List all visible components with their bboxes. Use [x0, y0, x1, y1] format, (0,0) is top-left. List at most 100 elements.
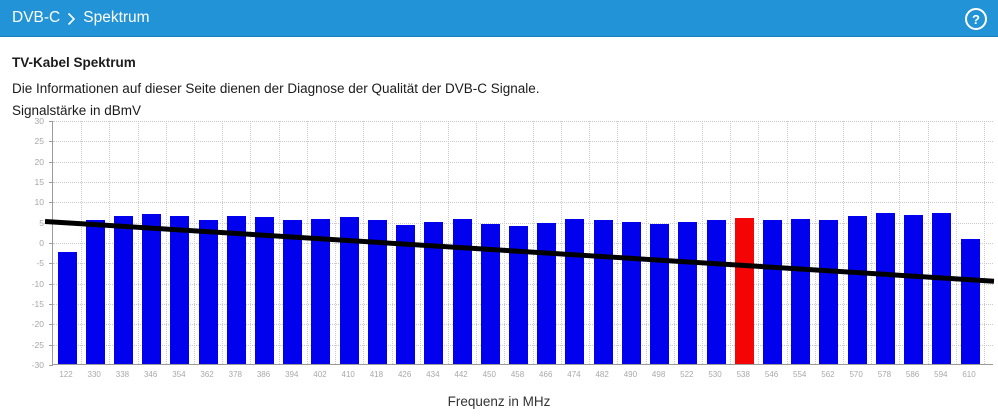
- spectrum-bar: [311, 218, 331, 364]
- y-tick-mark: [49, 283, 53, 285]
- header-bar: DVB-C Spektrum ?: [0, 0, 998, 37]
- x-tick-label: 578: [877, 370, 892, 379]
- spectrum-bar-highlighted: [734, 218, 754, 364]
- gridline-horizontal: [53, 161, 993, 163]
- gridline-vertical: [899, 121, 901, 364]
- gridline-vertical: [645, 121, 647, 364]
- y-tick-label: -20: [31, 319, 44, 330]
- gridline-vertical: [278, 121, 280, 364]
- x-tick-label: 426: [397, 370, 412, 379]
- gridline-horizontal: [53, 182, 993, 183]
- spectrum-bar: [283, 220, 303, 364]
- x-tick-label: 458: [510, 370, 525, 379]
- gridline-vertical: [589, 121, 591, 364]
- y-tick-label: -30: [31, 360, 44, 370]
- x-tick-label: 466: [539, 370, 553, 379]
- y-tick-label: 10: [34, 197, 44, 208]
- spectrum-bar: [57, 252, 77, 364]
- spectrum-bar: [678, 221, 698, 364]
- spectrum-bar: [480, 223, 500, 364]
- help-button[interactable]: ?: [965, 8, 987, 30]
- spectrum-bar: [198, 219, 218, 364]
- y-tick-label: 0: [39, 238, 44, 248]
- spectrum-bar: [170, 216, 190, 364]
- spectrum-bar: [113, 216, 133, 364]
- y-tick-label: 30: [34, 116, 44, 126]
- x-tick-label: 338: [115, 370, 130, 379]
- gridline-vertical: [814, 121, 816, 364]
- y-tick-mark: [49, 202, 53, 204]
- breadcrumb-page: Spektrum: [83, 9, 150, 26]
- x-tick-label: 346: [143, 370, 158, 379]
- x-tick-label: 434: [426, 370, 440, 379]
- y-tick-label: -5: [36, 258, 44, 269]
- y-tick-label: 15: [34, 177, 44, 187]
- x-tick-label: 498: [651, 370, 666, 379]
- gridline-vertical: [786, 121, 788, 364]
- chevron-right-icon: [67, 12, 76, 26]
- x-tick-label: 522: [680, 370, 694, 379]
- x-tick-label: 122: [59, 370, 73, 379]
- y-tick-mark: [49, 243, 53, 244]
- y-tick-mark: [49, 161, 53, 163]
- y-tick-mark: [49, 263, 53, 265]
- gridline-vertical: [560, 121, 562, 364]
- page-description: Die Informationen auf dieser Seite diene…: [12, 81, 540, 96]
- gridline-vertical: [447, 121, 449, 364]
- breadcrumb-section[interactable]: DVB-C: [12, 9, 61, 26]
- page-title: TV-Kabel Spektrum: [12, 55, 136, 70]
- gridline-vertical: [701, 121, 703, 364]
- y-tick-mark: [49, 324, 53, 326]
- spectrum-bar: [847, 215, 867, 364]
- spectrum-bar: [537, 222, 557, 364]
- gridline-vertical: [193, 121, 195, 364]
- gridline-vertical: [617, 121, 619, 364]
- y-tick-label: -15: [31, 299, 44, 309]
- x-tick-label: 538: [736, 370, 750, 379]
- x-tick-label: 450: [482, 370, 496, 379]
- gridline-vertical: [532, 121, 534, 364]
- gridline-vertical: [871, 121, 873, 364]
- gridline-vertical: [250, 121, 252, 364]
- gridline-vertical: [927, 121, 929, 364]
- gridline-vertical: [222, 121, 224, 364]
- question-mark-icon: ?: [972, 11, 980, 27]
- x-tick-label: 530: [708, 370, 722, 379]
- spectrum-bar: [763, 220, 782, 364]
- gridline-vertical: [984, 121, 986, 364]
- gridline-vertical: [335, 121, 337, 364]
- y-tick-mark: [49, 365, 53, 366]
- spectrum-bar: [142, 214, 162, 364]
- y-tick-label: -10: [31, 278, 44, 289]
- spectrum-bar: [367, 220, 387, 364]
- y-axis-title: Signalstärke in dBmV: [12, 103, 142, 118]
- spectrum-bar: [339, 216, 359, 364]
- y-tick-mark: [49, 182, 53, 183]
- x-tick-label: 378: [228, 370, 242, 379]
- spectrum-bar: [509, 225, 529, 364]
- x-tick-label: 594: [934, 370, 948, 379]
- y-tick-mark: [49, 344, 53, 346]
- gridline-horizontal: [53, 202, 993, 204]
- x-tick-label: 394: [285, 370, 299, 379]
- y-tick-label: 25: [34, 136, 44, 147]
- x-tick-label: 442: [454, 370, 468, 379]
- y-axis-labels: 30 25 20 15 10 5 0 -5 -10 -15 -20 -25 -30: [0, 116, 46, 370]
- spectrum-bar: [255, 216, 275, 364]
- x-tick-label: 586: [905, 370, 920, 379]
- x-axis-title: Frequenz in MHz: [447, 394, 551, 409]
- spectrum-bar: [819, 219, 839, 364]
- gridline-horizontal: [53, 222, 993, 224]
- gridline-vertical: [673, 121, 675, 364]
- x-tick-label: 410: [341, 370, 355, 379]
- x-axis-labels: 122 330 338 346 354 362 378 386 394 402 410 418 426 4…: [52, 370, 993, 382]
- gridline-vertical: [476, 121, 478, 364]
- x-tick-label: 330: [87, 370, 101, 379]
- x-tick-label: 402: [313, 370, 327, 379]
- y-tick-label: 20: [34, 156, 44, 167]
- y-tick-label: -25: [31, 339, 44, 350]
- gridline-vertical: [137, 121, 139, 364]
- x-tick-label: 546: [764, 370, 779, 379]
- gridline-vertical: [955, 121, 957, 364]
- gridline-vertical: [504, 121, 506, 364]
